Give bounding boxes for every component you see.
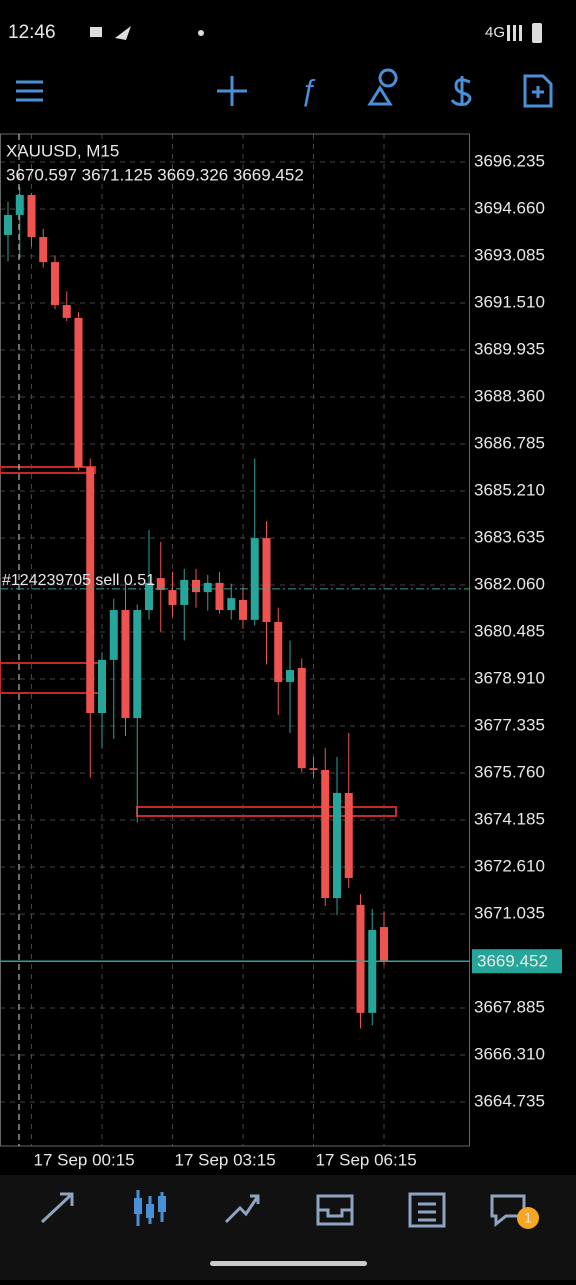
y-tick-label: 3678.910 [474,668,545,687]
chart-tab[interactable] [134,1190,166,1226]
candle-body [4,214,12,235]
y-tick-label: 3683.635 [474,527,545,546]
candle-body [15,194,24,215]
candle-body [368,929,377,1013]
candle-body [192,579,200,593]
candle-body [321,769,330,898]
y-tick-label: 3672.610 [474,856,545,875]
menu-button[interactable] [16,80,43,102]
candle-body [109,610,118,660]
candle-body [74,317,83,468]
quotes-tab[interactable] [40,1192,74,1224]
candle-body [51,262,59,306]
y-tick-label: 3666.310 [474,1044,545,1063]
status-icons [90,23,542,43]
chat-tab[interactable]: 1 [490,1194,539,1229]
y-tick-label: 3696.235 [474,151,545,170]
order-label: #124239705 sell 0.51 [2,572,155,589]
new-order-button[interactable] [523,74,553,108]
y-tick-label: 3667.885 [474,997,545,1016]
candle-body [380,927,388,962]
y-tick-label: 3686.785 [474,433,545,452]
current-price-label: 3669.452 [477,952,548,971]
y-tick-label: 3693.085 [474,245,545,264]
candle-body [203,582,212,593]
bottom-nav: 1 [0,1175,576,1280]
candle-body [86,467,95,713]
plot-frame [0,133,470,1147]
y-tick-label: 3682.060 [474,574,545,593]
y-tick-label: 3691.510 [474,292,545,311]
candle-body [309,768,318,770]
candle-body [297,667,306,769]
x-tick-label: 17 Sep 03:15 [175,1150,276,1169]
candle-body [344,792,353,879]
toolbar: ƒ [16,68,553,108]
candle-body [121,610,130,719]
status-network: 4G [485,24,505,41]
candle-body [262,538,271,622]
y-tick-label: 3694.660 [474,198,545,217]
candle-body [215,582,224,611]
candle-body [250,538,259,620]
candle-body [180,579,189,605]
trade-tab[interactable] [224,1194,260,1224]
x-tick-label: 17 Sep 00:15 [34,1150,135,1169]
current-price-box [472,949,562,974]
candle-body [27,194,36,238]
candle-body [274,621,283,682]
chat-badge: 1 [524,1210,532,1226]
trade-button[interactable] [450,76,472,106]
candle-body [168,590,177,605]
y-tick-label: 3677.335 [474,715,545,734]
y-tick-label: 3675.760 [474,762,545,781]
gesture-bar [210,1261,367,1266]
y-tick-label: 3680.485 [474,621,545,640]
indicators-button[interactable]: ƒ [300,74,317,107]
y-tick-label: 3689.935 [474,339,545,358]
history-tab[interactable] [316,1194,354,1226]
y-tick-label: 3685.210 [474,480,545,499]
news-tab[interactable] [408,1192,446,1228]
y-tick-label: 3671.035 [474,903,545,922]
candle-body [356,904,365,1013]
candle-body [133,610,142,719]
y-tick-label: 3664.735 [474,1091,545,1110]
drawn-rectangle [0,466,96,474]
candle-body [227,598,236,611]
candle-body [145,582,153,611]
y-tick-label: 3674.185 [474,809,545,828]
candle-body [239,599,247,620]
crosshair-button[interactable] [217,76,247,106]
candle-body [286,670,294,682]
candle-body [156,578,165,591]
candle-body [333,792,341,898]
candle-body [62,305,71,318]
candle-body [98,659,106,713]
x-tick-label: 17 Sep 06:15 [316,1150,417,1169]
status-time: 12:46 [8,22,56,43]
y-tick-label: 3688.360 [474,386,545,405]
ohlc-readout: 3670.597 3671.125 3669.326 3669.452 [6,165,304,184]
chart-title: XAUUSD, M15 [6,141,119,160]
objects-button[interactable] [367,68,398,106]
candle-body [39,237,48,263]
